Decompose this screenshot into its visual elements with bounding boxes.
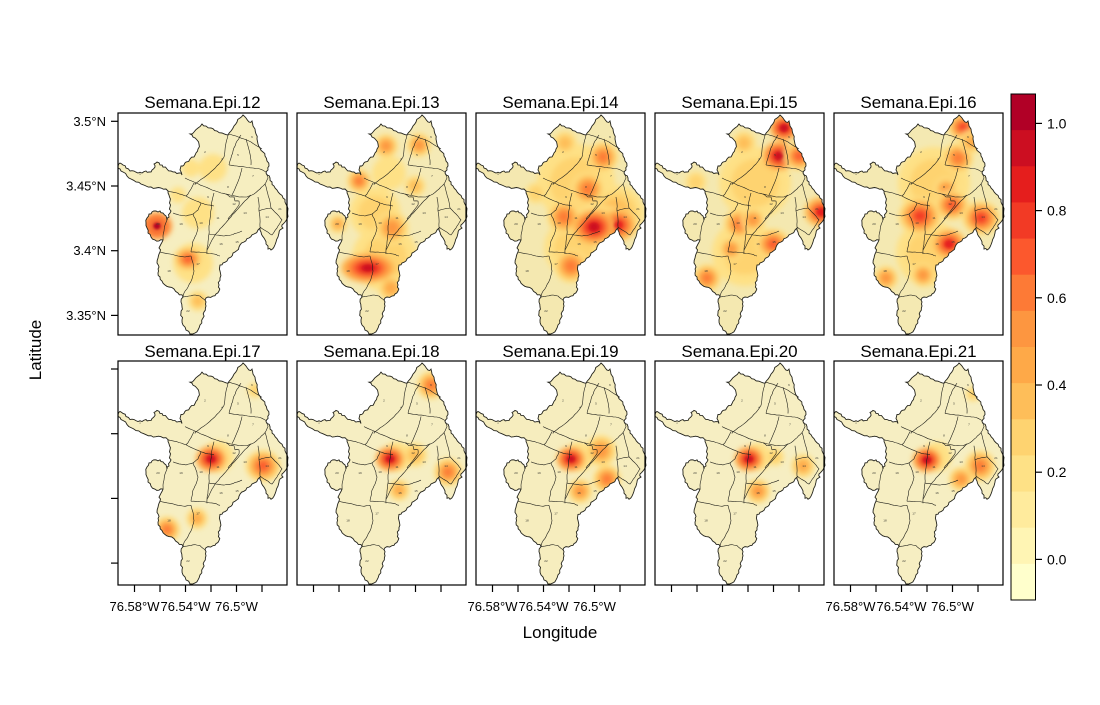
svg-text:0.0: 0.0 [1047, 551, 1067, 567]
svg-text:76.58°W: 76.58°W [109, 599, 160, 614]
svg-text:Semana.Epi.16: Semana.Epi.16 [860, 93, 976, 112]
svg-text:76.54°W: 76.54°W [518, 599, 569, 614]
svg-text:3.35°N: 3.35°N [66, 308, 106, 323]
svg-text:76.5°W: 76.5°W [573, 599, 617, 614]
svg-text:Semana.Epi.12: Semana.Epi.12 [144, 93, 260, 112]
svg-text:Semana.Epi.15: Semana.Epi.15 [681, 93, 797, 112]
svg-text:Longitude: Longitude [523, 623, 598, 642]
svg-text:Semana.Epi.21: Semana.Epi.21 [860, 342, 976, 361]
svg-text:76.58°W: 76.58°W [467, 599, 518, 614]
svg-text:0.2: 0.2 [1047, 464, 1067, 480]
svg-text:76.54°W: 76.54°W [160, 599, 211, 614]
svg-text:Semana.Epi.14: Semana.Epi.14 [502, 93, 618, 112]
svg-text:1.0: 1.0 [1047, 115, 1067, 131]
svg-text:0.8: 0.8 [1047, 203, 1067, 219]
svg-text:76.58°W: 76.58°W [825, 599, 876, 614]
svg-text:Semana.Epi.18: Semana.Epi.18 [323, 342, 439, 361]
svg-text:Latitude: Latitude [26, 320, 45, 381]
svg-text:76.54°W: 76.54°W [876, 599, 927, 614]
svg-text:0.4: 0.4 [1047, 377, 1067, 393]
svg-text:0.6: 0.6 [1047, 290, 1067, 306]
svg-text:76.5°W: 76.5°W [931, 599, 975, 614]
svg-text:3.5°N: 3.5°N [73, 114, 106, 129]
svg-text:Semana.Epi.20: Semana.Epi.20 [681, 342, 797, 361]
svg-text:Semana.Epi.19: Semana.Epi.19 [502, 342, 618, 361]
svg-text:Semana.Epi.13: Semana.Epi.13 [323, 93, 439, 112]
svg-text:76.5°W: 76.5°W [215, 599, 259, 614]
svg-text:Semana.Epi.17: Semana.Epi.17 [144, 342, 260, 361]
svg-text:3.45°N: 3.45°N [66, 179, 106, 194]
svg-text:3.4°N: 3.4°N [73, 243, 106, 258]
